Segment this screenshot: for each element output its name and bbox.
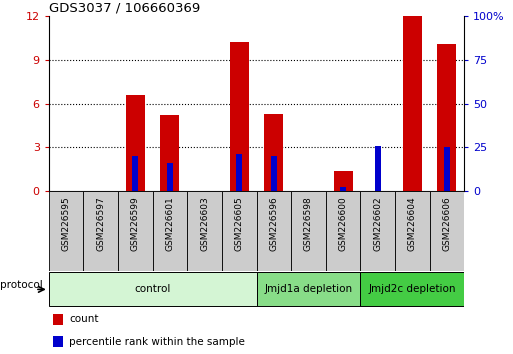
Bar	[161, 115, 180, 191]
Bar	[403, 16, 422, 191]
Text: protocol: protocol	[0, 280, 43, 290]
Bar	[132, 156, 139, 191]
Text: GSM226597: GSM226597	[96, 197, 105, 251]
Text: GSM226596: GSM226596	[269, 197, 279, 251]
Text: GSM226605: GSM226605	[234, 197, 244, 251]
Text: Jmjd2c depletion: Jmjd2c depletion	[368, 284, 456, 295]
Bar	[167, 163, 173, 191]
Text: GDS3037 / 106660369: GDS3037 / 106660369	[49, 2, 200, 15]
Bar	[360, 191, 395, 271]
Text: GSM226595: GSM226595	[62, 197, 71, 251]
Bar	[256, 191, 291, 271]
Bar	[438, 44, 457, 191]
Bar	[271, 156, 277, 191]
Bar	[53, 336, 63, 347]
Bar	[187, 191, 222, 271]
Bar	[326, 191, 360, 271]
Bar	[360, 272, 464, 307]
Bar	[126, 95, 145, 191]
Bar	[153, 191, 187, 271]
Bar	[256, 272, 360, 307]
Text: Jmjd1a depletion: Jmjd1a depletion	[264, 284, 352, 295]
Text: GSM226599: GSM226599	[131, 197, 140, 251]
Text: GSM226604: GSM226604	[408, 197, 417, 251]
Text: GSM226598: GSM226598	[304, 197, 313, 251]
Text: control: control	[134, 284, 171, 295]
Bar	[49, 191, 83, 271]
Text: GSM226606: GSM226606	[442, 197, 451, 251]
Bar	[53, 314, 63, 325]
Text: GSM226603: GSM226603	[200, 197, 209, 251]
Bar	[236, 154, 242, 191]
Bar	[222, 191, 256, 271]
Bar	[444, 147, 450, 191]
Bar	[118, 191, 153, 271]
Bar	[429, 191, 464, 271]
Text: GSM226601: GSM226601	[165, 197, 174, 251]
Bar	[291, 191, 326, 271]
Text: GSM226600: GSM226600	[339, 197, 348, 251]
Bar	[395, 191, 429, 271]
Bar	[230, 42, 249, 191]
Bar	[340, 187, 346, 191]
Bar	[374, 145, 381, 191]
Bar	[264, 114, 283, 191]
Bar	[83, 191, 118, 271]
Bar	[333, 171, 352, 191]
Text: percentile rank within the sample: percentile rank within the sample	[69, 337, 245, 347]
Bar	[49, 272, 256, 307]
Text: GSM226602: GSM226602	[373, 197, 382, 251]
Text: count: count	[69, 314, 99, 325]
